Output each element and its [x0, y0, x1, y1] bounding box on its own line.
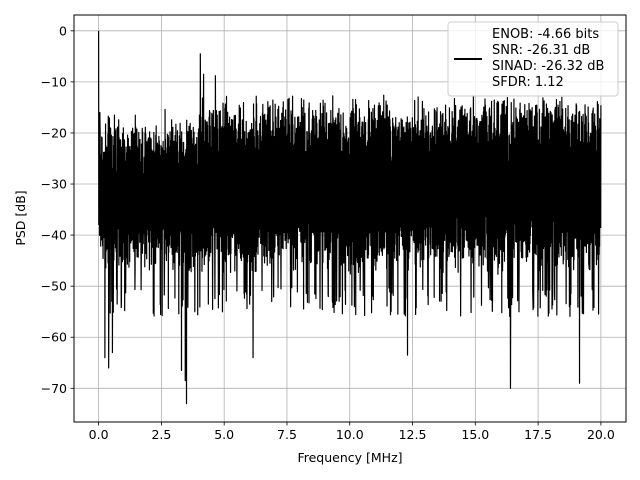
x-axis-label: Frequency [MHz]	[297, 450, 402, 465]
legend-enob: ENOB: -4.66 bits	[492, 27, 599, 42]
y-axis-label: PSD [dB]	[13, 190, 28, 245]
x-tick-label: 10.0	[336, 427, 364, 442]
y-axis-ticks: 0 −10 −20 −30 −40 −50 −60 −70	[41, 23, 74, 396]
y-tick-label: −20	[41, 125, 67, 140]
y-tick-label: −10	[41, 74, 67, 89]
x-tick-label: 17.5	[524, 427, 552, 442]
y-tick-label: −50	[41, 279, 67, 294]
x-tick-label: 5.0	[214, 427, 234, 442]
legend-box	[447, 21, 619, 97]
y-tick-label: −40	[41, 228, 67, 243]
legend-sfdr: SFDR: 1.12	[492, 75, 564, 90]
x-tick-label: 20.0	[587, 427, 615, 442]
x-tick-label: 7.5	[277, 427, 297, 442]
y-tick-label: −70	[41, 381, 67, 396]
y-tick-label: −30	[41, 177, 67, 192]
x-tick-label: 0.0	[89, 427, 109, 442]
legend-sinad: SINAD: -26.32 dB	[492, 59, 604, 74]
x-tick-label: 15.0	[461, 427, 489, 442]
psd-trace	[98, 30, 602, 405]
y-tick-label: −60	[41, 330, 67, 345]
x-tick-label: 2.5	[151, 427, 171, 442]
legend-snr: SNR: -26.31 dB	[492, 43, 590, 58]
x-tick-label: 12.5	[399, 427, 427, 442]
plot-series	[98, 30, 602, 405]
x-axis-ticks: 0.0 2.5 5.0 7.5 10.0 12.5 15.0 17.5 20.0	[89, 422, 615, 442]
y-tick-label: 0	[59, 23, 67, 38]
legend: ENOB: -4.66 bits SNR: -26.31 dB SINAD: -…	[447, 21, 619, 97]
